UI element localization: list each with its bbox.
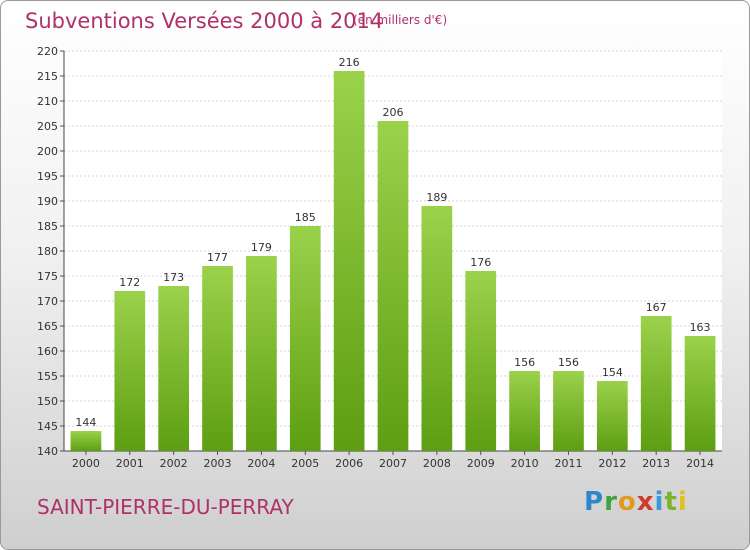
bar xyxy=(596,381,628,451)
data-label: 179 xyxy=(251,241,272,254)
y-tick-label: 220 xyxy=(37,45,58,58)
axes: 1401451501551601651701751801851901952002… xyxy=(37,45,722,470)
x-tick-label: 2011 xyxy=(554,457,582,470)
bar xyxy=(114,291,146,451)
labels: 144 172 173 177 179 185 216 206 189 176 156 156 154 1… xyxy=(75,56,710,429)
data-label: 156 xyxy=(558,356,579,369)
y-tick-label: 190 xyxy=(37,195,58,208)
x-tick-label: 2005 xyxy=(291,457,319,470)
data-label: 176 xyxy=(470,256,491,269)
bar xyxy=(553,371,584,451)
x-tick-label: 2006 xyxy=(335,457,363,470)
bar xyxy=(377,121,409,451)
data-label: 167 xyxy=(646,301,667,314)
x-tick-label: 2012 xyxy=(598,457,626,470)
y-tick-label: 155 xyxy=(37,370,58,383)
data-label: 173 xyxy=(163,271,184,284)
bar xyxy=(289,226,321,451)
data-label: 216 xyxy=(339,56,360,69)
bar xyxy=(421,206,453,451)
x-tick-label: 2001 xyxy=(116,457,144,470)
bar xyxy=(465,271,497,451)
bar xyxy=(333,71,365,451)
y-tick-label: 175 xyxy=(37,270,58,283)
x-tick-label: 2008 xyxy=(423,457,451,470)
data-label: 163 xyxy=(690,321,711,334)
x-tick-label: 2013 xyxy=(642,457,670,470)
chart-title: Subventions Versées 2000 à 2014 xyxy=(25,9,384,33)
y-tick-label: 210 xyxy=(37,95,58,108)
data-label: 185 xyxy=(295,211,316,224)
y-tick-label: 170 xyxy=(37,295,58,308)
city-name: SAINT-PIERRE-DU-PERRAY xyxy=(37,495,294,519)
bar xyxy=(158,286,190,451)
y-tick-label: 150 xyxy=(37,395,58,408)
bar xyxy=(202,266,233,451)
data-label: 156 xyxy=(514,356,535,369)
y-tick-label: 200 xyxy=(37,145,58,158)
bar xyxy=(70,431,102,451)
data-label: 189 xyxy=(426,191,447,204)
bar xyxy=(246,256,277,451)
chart-subtitle: (en milliers d'€) xyxy=(353,13,448,27)
y-tick-label: 205 xyxy=(37,120,58,133)
data-label: 206 xyxy=(383,106,404,119)
y-tick-label: 215 xyxy=(37,70,58,83)
bars xyxy=(70,71,716,451)
y-tick-label: 180 xyxy=(37,245,58,258)
y-tick-label: 165 xyxy=(37,320,58,333)
data-label: 172 xyxy=(119,276,140,289)
y-tick-label: 140 xyxy=(37,445,58,458)
proxiti-logo[interactable]: Proxiti xyxy=(584,487,688,517)
data-label: 177 xyxy=(207,251,228,264)
bar xyxy=(509,371,540,451)
data-label: 154 xyxy=(602,366,623,379)
x-tick-label: 2009 xyxy=(467,457,495,470)
y-tick-label: 195 xyxy=(37,170,58,183)
y-tick-label: 160 xyxy=(37,345,58,358)
x-tick-label: 2010 xyxy=(511,457,539,470)
x-tick-label: 2003 xyxy=(204,457,232,470)
y-tick-label: 145 xyxy=(37,420,58,433)
x-tick-label: 2002 xyxy=(160,457,188,470)
bar xyxy=(684,336,716,451)
bar xyxy=(640,316,672,451)
x-tick-label: 2007 xyxy=(379,457,407,470)
x-tick-label: 2000 xyxy=(72,457,100,470)
x-tick-label: 2014 xyxy=(686,457,714,470)
y-tick-label: 185 xyxy=(37,220,58,233)
data-label: 144 xyxy=(75,416,96,429)
x-tick-label: 2004 xyxy=(247,457,275,470)
